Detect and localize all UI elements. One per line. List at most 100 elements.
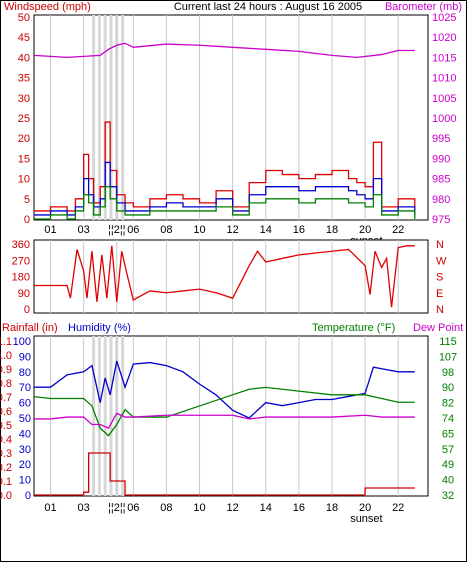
x-tick-label: 01 (44, 224, 56, 236)
windspeed-barometer-panel: 0 5 10 15 20 25 30 35 40 45 50 975 980 985 990 995 1000… (18, 12, 457, 226)
barometer-line (33, 42, 415, 59)
rainfall-tick: 0.6 (0, 406, 12, 418)
rainfall-tick: 0.3 (0, 448, 12, 460)
barometer-tick: 1000 (432, 113, 456, 125)
rainfall-line (34, 452, 415, 496)
x-tick-label: 03 (78, 502, 90, 514)
dewpoint-line (34, 412, 415, 430)
temperature-tick: 90 (442, 382, 454, 394)
windspeed-tick: 25 (18, 113, 30, 125)
windspeed-title: Windspeed (mph) (4, 1, 91, 13)
x-tick-label: 10 (193, 224, 205, 236)
humidity-tick: 100 (13, 336, 31, 348)
barometer-tick: 1005 (432, 93, 456, 105)
temperature-tick: 40 (442, 475, 454, 487)
x-tick-label: 20 (359, 502, 371, 514)
barometer-tick: 995 (432, 133, 450, 145)
compass-tick: S (436, 272, 443, 284)
rainfall-tick: 0.0 (0, 490, 12, 502)
temperature-tick: 98 (442, 367, 454, 379)
barometer-tick: 980 (432, 194, 450, 206)
x-tick-label: 16 (293, 224, 305, 236)
windspeed-tick: 10 (18, 174, 30, 186)
dewpoint-title: Dew Point (413, 322, 463, 334)
barometer-tick: 990 (432, 153, 450, 165)
x-tick-label: 16 (293, 502, 305, 514)
x-tick-label: 12 (227, 224, 239, 236)
windspeed-tick: 30 (18, 93, 30, 105)
windspeed-tick: 5 (24, 194, 30, 206)
rainfall-tick: 0.4 (0, 434, 12, 446)
humidity-tick: 30 (19, 444, 31, 456)
barometer-tick: 975 (432, 214, 450, 226)
windspeed-tick: 35 (18, 73, 30, 85)
rainfall-tick: 0.2 (0, 462, 12, 474)
min-speed-line (34, 186, 416, 220)
sunset-label: sunset (350, 513, 382, 525)
temperature-tick: 57 (442, 444, 454, 456)
temperature-line (33, 386, 415, 437)
center-title: Current last 24 hours : August 16 2005 (174, 1, 362, 13)
rainfall-tick: 1.1 (0, 336, 12, 348)
temperature-tick: 65 (442, 428, 454, 440)
compass-tick: N (436, 239, 444, 251)
rainfall-title: Rainfall (in) (2, 322, 58, 334)
humidity-tick: 90 (19, 351, 31, 363)
temperature-tick: 115 (439, 336, 457, 348)
humidity-tick: 60 (19, 398, 31, 410)
windspeed-tick: 0 (24, 214, 30, 226)
direction-tick: 180 (12, 272, 30, 284)
barometer-tick: 985 (432, 174, 450, 186)
windspeed-tick: 15 (18, 153, 30, 165)
rainfall-tick: 0.1 (0, 476, 12, 488)
direction-tick: 0 (24, 304, 30, 316)
x-tick-label: 22 (392, 502, 404, 514)
windspeed-tick: 20 (18, 133, 30, 145)
windspeed-tick: 45 (18, 32, 30, 44)
compass-tick: E (436, 288, 443, 300)
rainfall-tick: 1.0 (0, 350, 12, 362)
gust-line (34, 121, 416, 212)
rain-humidity-temp-panel: 0.0 0.1 0.2 0.3 0.4 0.5 0.6 0.7 0.8 0.9 1.0 1.1 0 10… (0, 335, 457, 502)
humidity-tick: 80 (19, 367, 31, 379)
x-tick-label: ¦¦2¦¦ (108, 224, 126, 236)
x-tick-label: 08 (160, 224, 172, 236)
humidity-title: Humidity (%) (68, 322, 131, 334)
x-tick-label: 22 (392, 224, 404, 236)
barometer-tick: 1020 (432, 32, 456, 44)
x-tick-label: 01 (44, 502, 56, 514)
windspeed-tick: 50 (18, 12, 30, 24)
barometer-title: Barometer (mb) (385, 1, 462, 13)
rainfall-tick: 0.5 (0, 420, 12, 432)
windspeed-tick: 40 (18, 52, 30, 64)
humidity-tick: 10 (19, 475, 31, 487)
barometer-tick: 1025 (432, 12, 456, 24)
humidity-tick: 50 (19, 413, 31, 425)
direction-line (34, 245, 415, 308)
direction-tick: 90 (18, 288, 30, 300)
temperature-tick: 74 (442, 413, 454, 425)
compass-tick: W (436, 255, 447, 267)
x-axis-bottom: 01 03 ¦¦2¦¦ 06 08 10 12 14 16 18 20 22 sunset (44, 502, 404, 525)
rainfall-tick: 0.7 (0, 392, 12, 404)
x-tick-label: 18 (326, 224, 338, 236)
humidity-tick: 40 (19, 428, 31, 440)
compass-tick: N (436, 304, 444, 316)
temperature-tick: 49 (442, 459, 454, 471)
x-tick-label: ¦¦2¦¦ (108, 502, 126, 514)
direction-tick: 270 (12, 255, 30, 267)
x-tick-label: 14 (260, 502, 272, 514)
rainfall-tick: 0.9 (0, 364, 12, 376)
x-tick-label: 10 (193, 502, 205, 514)
temperature-title: Temperature (°F) (312, 322, 395, 334)
temperature-tick: 32 (442, 490, 454, 502)
humidity-tick: 0 (25, 490, 31, 502)
x-tick-label: 14 (260, 224, 272, 236)
barometer-tick: 1010 (432, 73, 456, 85)
humidity-tick: 20 (19, 459, 31, 471)
rainfall-tick: 0.8 (0, 378, 12, 390)
avg-speed-line (34, 161, 416, 216)
temperature-tick: 82 (442, 398, 454, 410)
